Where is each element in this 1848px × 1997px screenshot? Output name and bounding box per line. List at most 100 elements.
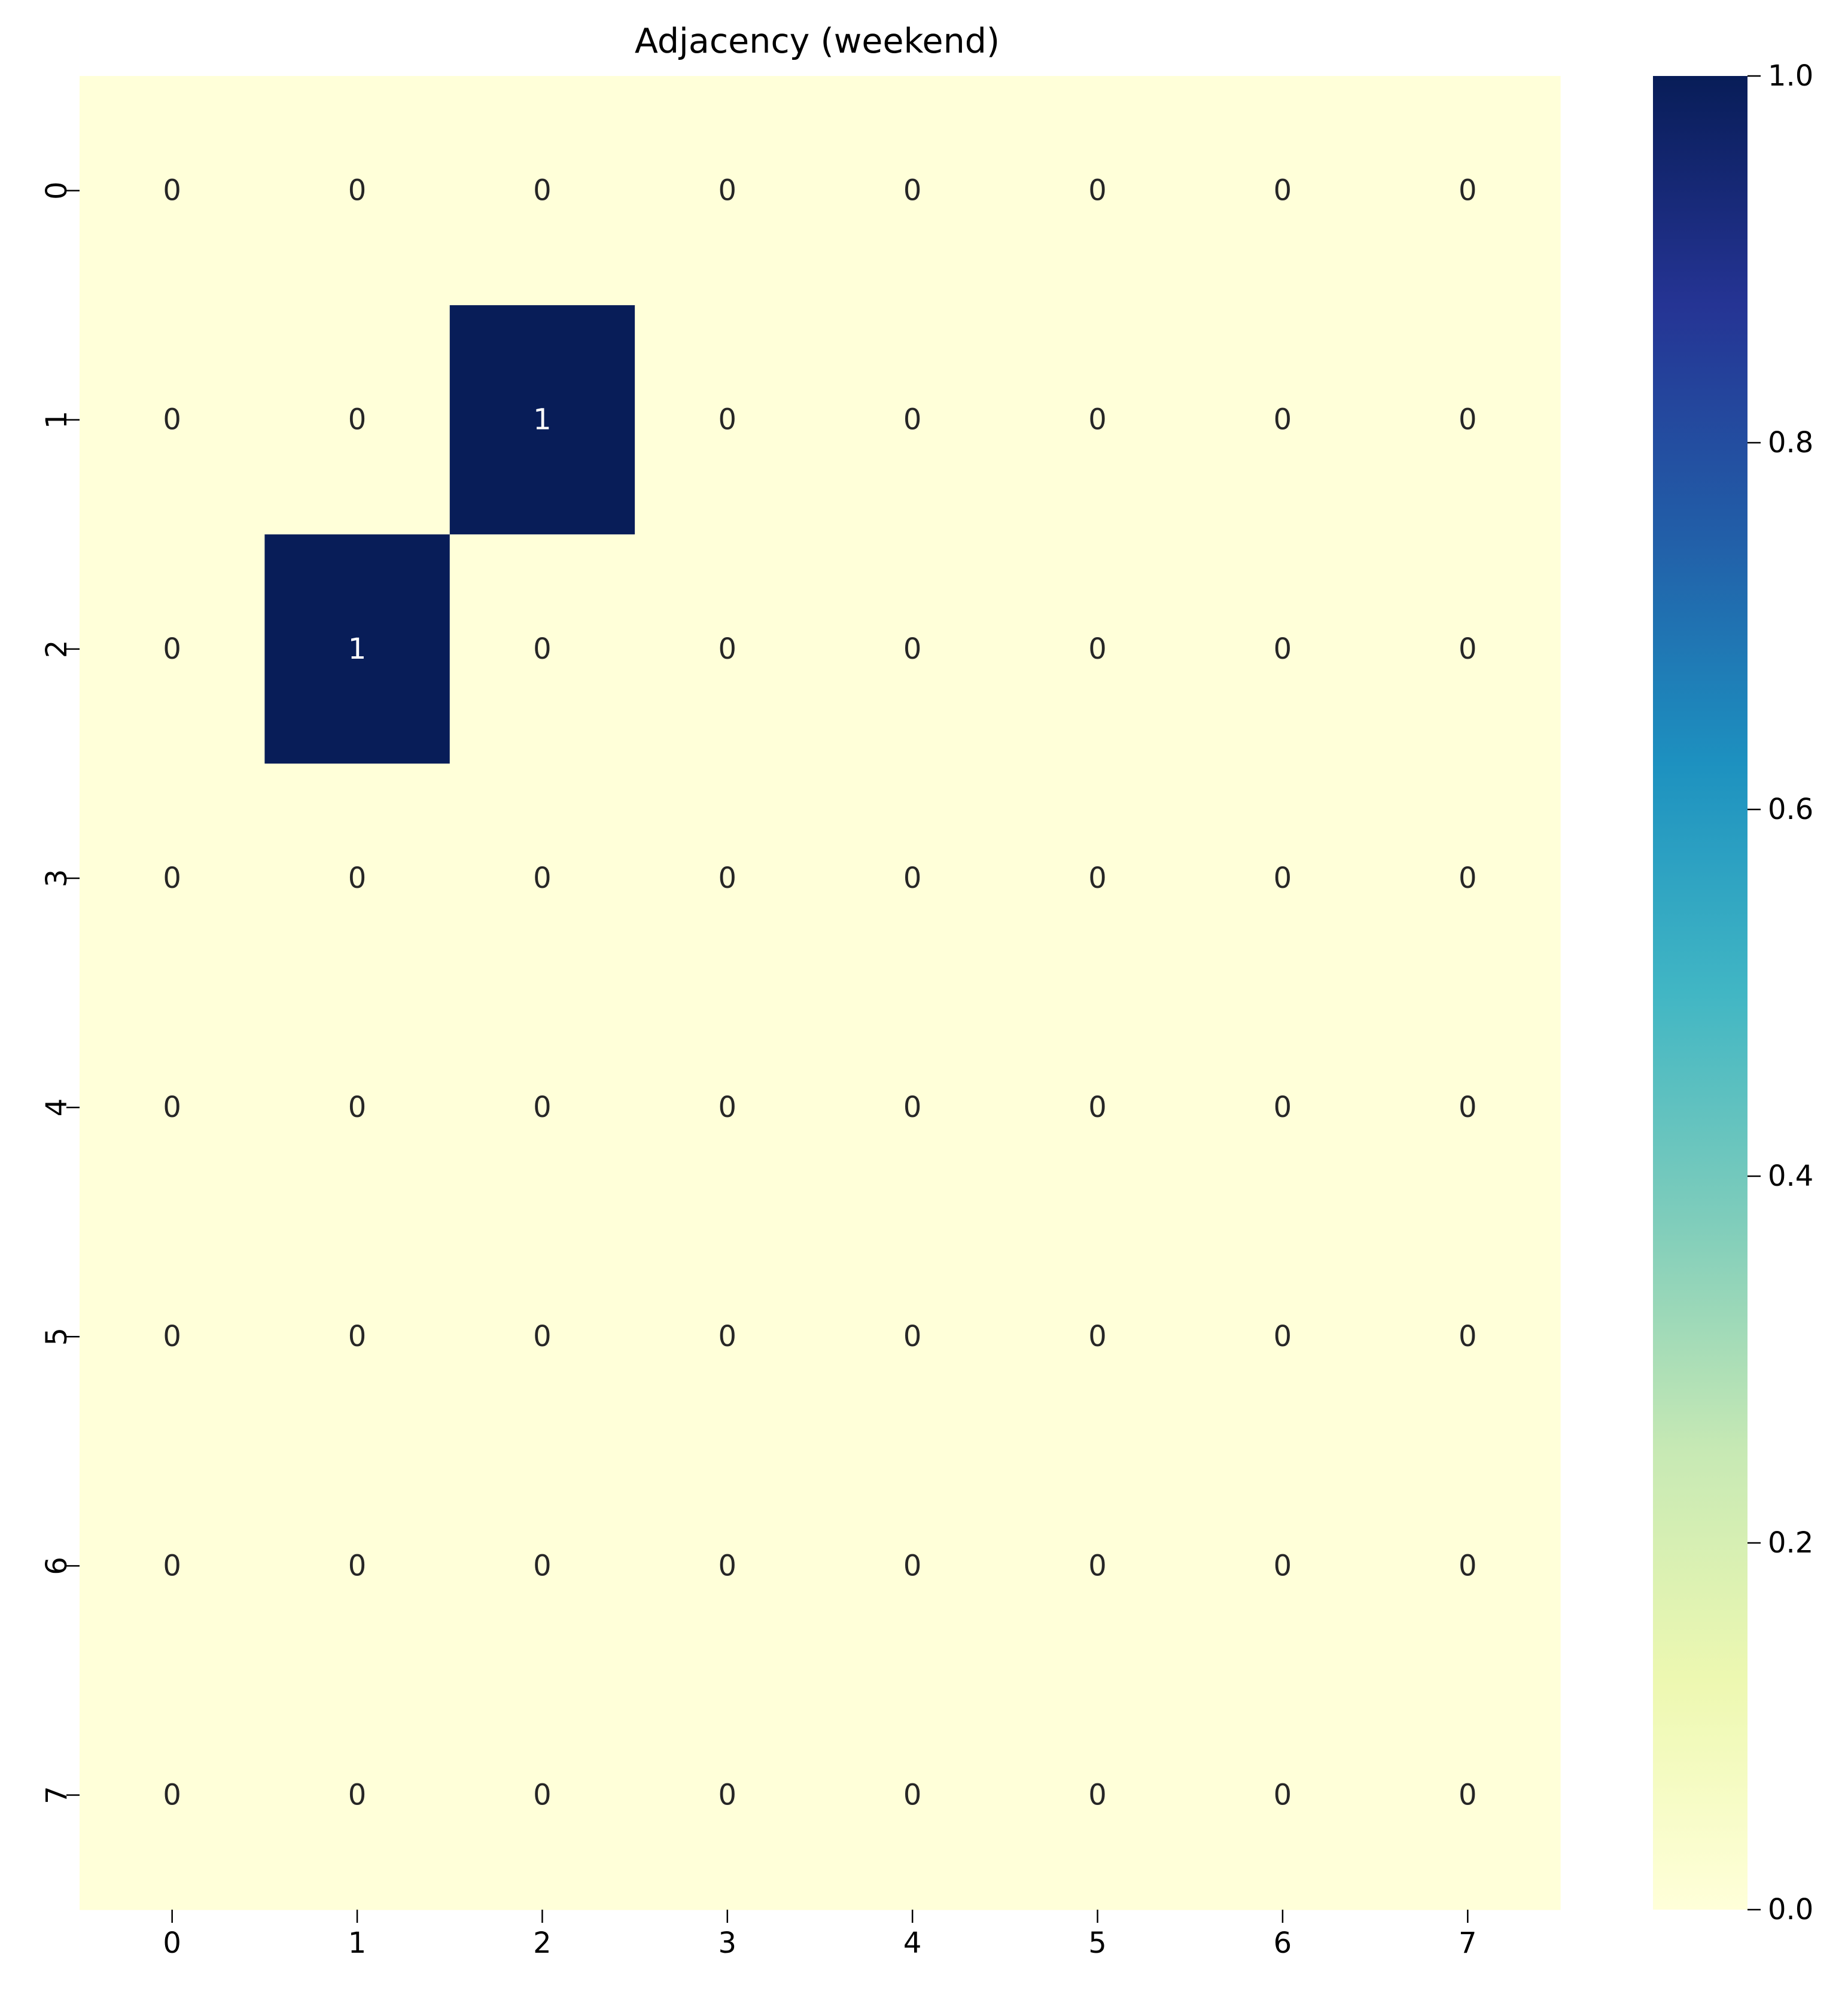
- heatmap-cell: [1375, 1222, 1561, 1452]
- heatmap-cell: [1004, 1222, 1191, 1452]
- colorbar-tick-label: 0.4: [1768, 1159, 1813, 1193]
- x-tick-label: 4: [903, 1926, 922, 1960]
- heatmap-cell: [635, 1222, 821, 1452]
- cell-annotation: 0: [903, 403, 922, 437]
- y-tick-label: 7: [40, 1786, 74, 1804]
- cell-annotation: 0: [163, 1320, 181, 1353]
- heatmap-cell: [80, 305, 265, 535]
- cell-annotation: 0: [719, 1091, 737, 1124]
- cell-annotation: 0: [1459, 1320, 1477, 1353]
- x-tick-label: 0: [163, 1926, 181, 1960]
- heatmap-cell: [264, 993, 450, 1223]
- cell-annotation: 0: [1274, 1549, 1292, 1582]
- heatmap-cell: [449, 1451, 635, 1681]
- cell-annotation: 0: [1274, 632, 1292, 666]
- colorbar-tick-label: 0.2: [1768, 1526, 1813, 1560]
- heatmap-cell: [264, 534, 450, 764]
- x-axis: 0 1 2 3 4 5 6 7: [163, 1910, 1477, 1960]
- heatmap-cell: [1004, 993, 1191, 1223]
- cell-annotation: 0: [719, 861, 737, 895]
- heatmap-cell: [264, 1680, 450, 1910]
- heatmap-cell: [449, 76, 635, 306]
- cell-annotation: 0: [533, 632, 552, 666]
- cell-annotation: 0: [719, 174, 737, 208]
- colorbar-ticks: 0.0 0.2 0.4 0.6 0.8 1.0: [1747, 59, 1813, 1926]
- heatmap-cell: [1190, 1222, 1376, 1452]
- heatmap-cell: [264, 763, 450, 994]
- heatmap-cell: [1190, 534, 1376, 764]
- heatmap-cell: [1190, 993, 1376, 1223]
- heatmap-cell: [264, 76, 450, 306]
- heatmap-cell: [1190, 1680, 1376, 1910]
- cell-annotation: 0: [1088, 174, 1107, 208]
- heatmap-cell: [635, 305, 821, 535]
- cell-annotation: 0: [1088, 861, 1107, 895]
- y-tick-label: 0: [40, 181, 74, 200]
- heatmap-cell: [449, 1680, 635, 1910]
- cell-annotation: 0: [719, 1778, 737, 1812]
- heatmap-cell: [635, 534, 821, 764]
- cell-annotation: 0: [903, 632, 922, 666]
- heatmap-cell: [1004, 1680, 1191, 1910]
- cell-annotation: 0: [1088, 632, 1107, 666]
- y-axis: 0 1 2 3 4 5 6 7: [40, 181, 80, 1804]
- colorbar-tick-label: 0.0: [1768, 1893, 1813, 1926]
- cell-annotation: 0: [903, 1091, 922, 1124]
- cell-annotation: 0: [533, 174, 552, 208]
- cell-annotation: 0: [903, 1549, 922, 1582]
- cell-annotation: 0: [1274, 174, 1292, 208]
- colorbar-gradient-bar: [1653, 76, 1747, 1910]
- heatmap-cell: [1375, 305, 1561, 535]
- cell-annotation: 0: [533, 861, 552, 895]
- cell-annotation: 0: [1088, 1091, 1107, 1124]
- x-tick-label: 6: [1274, 1926, 1292, 1960]
- cell-annotation: 0: [719, 1549, 737, 1582]
- cell-annotation: 0: [1459, 632, 1477, 666]
- cell-annotation: 0: [348, 1320, 367, 1353]
- cell-annotation: 0: [1459, 1549, 1477, 1582]
- cell-annotation: 0: [1459, 174, 1477, 208]
- heatmap-cell: [449, 1222, 635, 1452]
- heatmap-cell: [1375, 76, 1561, 306]
- colorbar-tick-label: 1.0: [1768, 59, 1813, 93]
- cell-annotation: 0: [163, 1091, 181, 1124]
- heatmap-cell: [1004, 76, 1191, 306]
- cell-annotation: 0: [348, 1091, 367, 1124]
- heatmap-cell: [80, 1451, 265, 1681]
- y-tick-label: 6: [40, 1557, 74, 1575]
- heatmap-cell: [820, 534, 1006, 764]
- cell-annotation: 0: [533, 1320, 552, 1353]
- heatmap-cell: [820, 763, 1006, 994]
- cell-annotation: 0: [719, 632, 737, 666]
- cell-annotation: 1: [348, 632, 367, 666]
- heatmap-cell: [1375, 1680, 1561, 1910]
- cell-annotation: 0: [533, 1778, 552, 1812]
- heatmap-cell: [635, 76, 821, 306]
- colorbar-tick-label: 0.6: [1768, 793, 1813, 826]
- heatmap-cell: [1375, 763, 1561, 994]
- heatmap-cell: [80, 76, 265, 306]
- cell-annotation: 0: [1459, 861, 1477, 895]
- x-tick-label: 7: [1459, 1926, 1477, 1960]
- heatmap-cell: [264, 1451, 450, 1681]
- heatmap-cell: [449, 763, 635, 994]
- heatmap-cell: [820, 993, 1006, 1223]
- heatmap-cell: [449, 993, 635, 1223]
- heatmap-cell: [635, 1680, 821, 1910]
- cell-annotation: 0: [163, 403, 181, 437]
- cell-annotation: 0: [719, 1320, 737, 1353]
- y-tick-label: 3: [40, 869, 74, 888]
- heatmap-cell: [820, 305, 1006, 535]
- heatmap-cell: [80, 763, 265, 994]
- cell-annotation: 0: [163, 174, 181, 208]
- cell-annotation: 0: [163, 1778, 181, 1812]
- heatmap-cell: [635, 1451, 821, 1681]
- cell-annotation: 0: [163, 861, 181, 895]
- heatmap-cell: [1004, 1451, 1191, 1681]
- y-tick-label: 2: [40, 640, 74, 659]
- cell-annotation: 0: [1459, 403, 1477, 437]
- heatmap-cell: [1004, 534, 1191, 764]
- heatmap-cells: [80, 76, 1561, 1910]
- cell-labels: 0 0 0 0 0 0 0 0 0 0 1 0 0 0 0 0 0 1 0 0 0 0 0 0 0 0 0 0 0 0 0 0 0 0 0 0 0 0 0 0…: [163, 174, 1476, 1812]
- cell-annotation: 0: [1088, 403, 1107, 437]
